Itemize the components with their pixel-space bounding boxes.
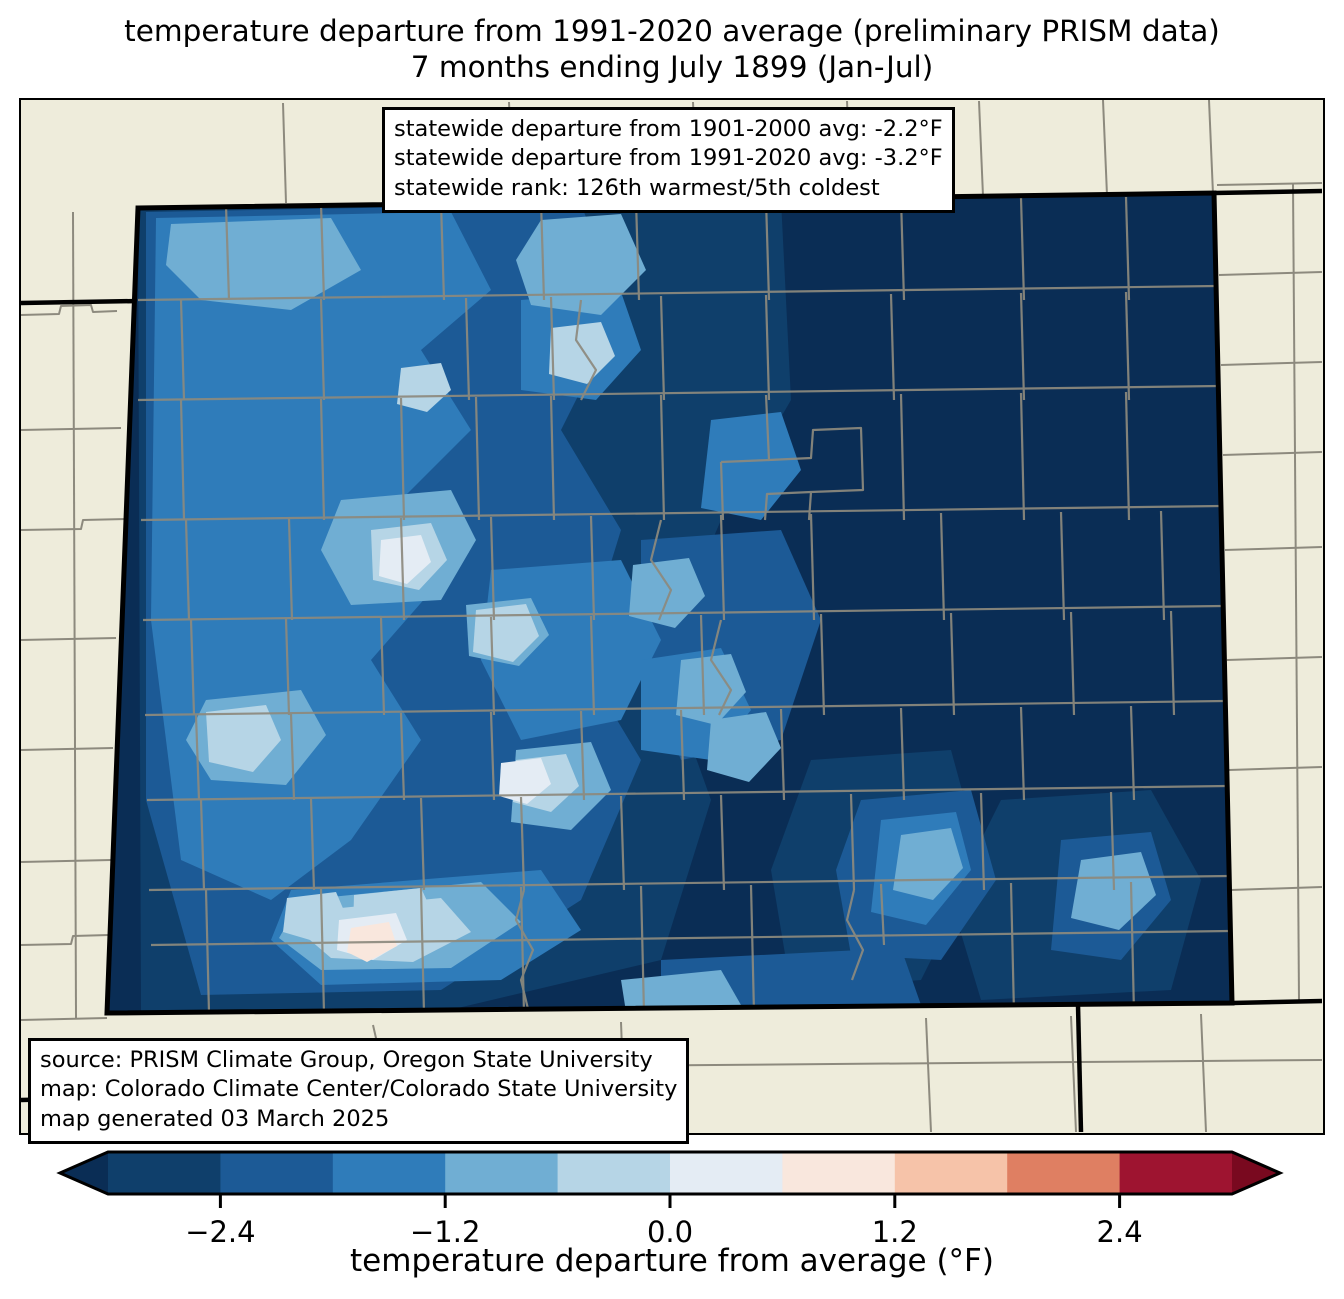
colorbar-band <box>557 1152 671 1194</box>
colorbar-tick-label: 0.0 <box>647 1215 693 1249</box>
colorbar-axis-label: temperature departure from average (°F) <box>350 1243 994 1279</box>
source-attribution-box: source: PRISM Climate Group, Oregon Stat… <box>28 1038 690 1144</box>
colorado-county-lines <box>137 196 1231 1013</box>
colorbar: −2.4 −1.2 0.0 1.2 2.4 <box>0 1142 1344 1299</box>
colorbar-tick-labels: −2.4 −1.2 0.0 1.2 2.4 <box>185 1215 1142 1249</box>
colorbar-under-arrow <box>60 1152 108 1194</box>
temperature-departure-contours <box>107 193 1232 1013</box>
colorbar-band <box>782 1152 896 1194</box>
colorbar-band <box>220 1152 334 1194</box>
colorbar-tick-label: −1.2 <box>410 1215 480 1249</box>
stats-line-1: statewide departure from 1901-2000 avg: … <box>394 116 943 142</box>
statewide-stats-box: statewide departure from 1901-2000 avg: … <box>382 107 955 213</box>
map-panel[interactable] <box>19 98 1325 1135</box>
source-line-1: source: PRISM Climate Group, Oregon Stat… <box>40 1047 653 1073</box>
colorbar-svg: −2.4 −1.2 0.0 1.2 2.4 <box>56 1150 1284 1249</box>
colorbar-tick-label: 2.4 <box>1097 1215 1143 1249</box>
colorbar-band <box>670 1152 783 1194</box>
page-title: temperature departure from 1991-2020 ave… <box>0 14 1344 86</box>
colorado-temperature-departure-map <box>21 100 1322 1132</box>
title-line-2: 7 months ending July 1899 (Jan-Jul) <box>410 49 934 84</box>
stats-line-2: statewide departure from 1991-2020 avg: … <box>394 145 943 172</box>
colorbar-band <box>1119 1152 1233 1194</box>
colorbar-band <box>108 1152 221 1194</box>
colorbar-outline <box>56 1150 1284 1196</box>
colorbar-tick-label: 1.2 <box>872 1215 918 1249</box>
colorbar-bands <box>60 1152 1280 1194</box>
title-line-1: temperature departure from 1991-2020 ave… <box>124 14 1220 48</box>
colorbar-band <box>332 1152 446 1194</box>
stats-line-3: statewide rank: 126th warmest/5th coldes… <box>394 174 880 201</box>
colorbar-band <box>445 1152 559 1194</box>
colorbar-band <box>894 1152 1008 1194</box>
colorbar-over-arrow <box>1232 1152 1280 1194</box>
source-line-3: map generated 03 March 2025 <box>40 1105 390 1132</box>
source-line-2: map: Colorado Climate Center/Colorado St… <box>40 1076 678 1103</box>
colorbar-ticks <box>218 1194 1122 1208</box>
colorbar-tick-label: −2.4 <box>185 1215 255 1249</box>
colorbar-band <box>1007 1152 1121 1194</box>
